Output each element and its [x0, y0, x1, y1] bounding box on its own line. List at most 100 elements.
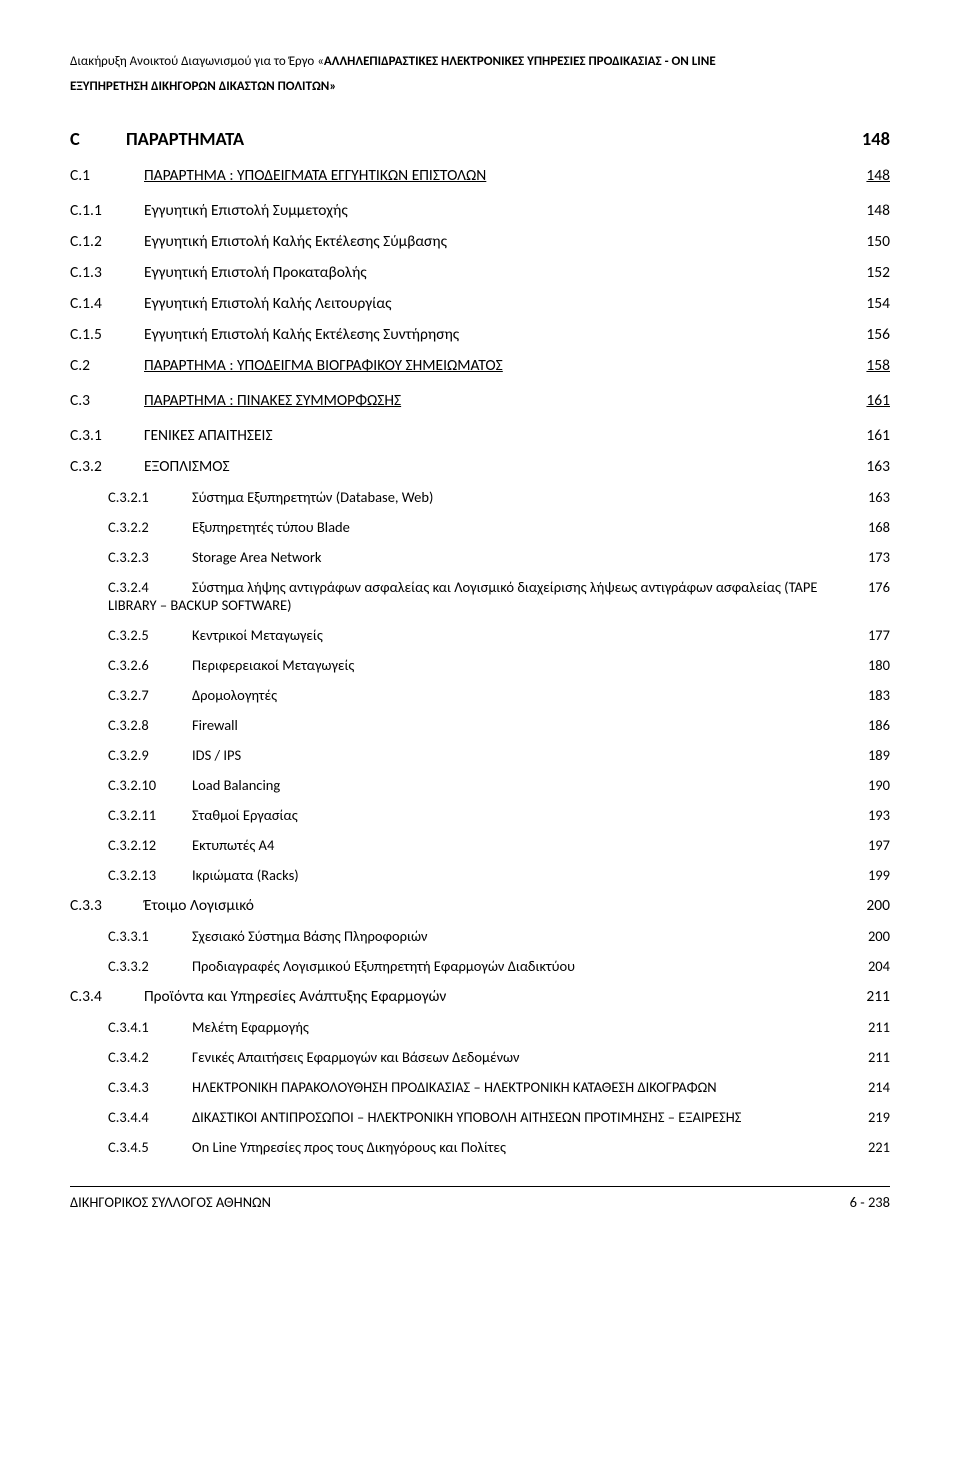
toc-entry-page: 219 [868, 1108, 890, 1126]
toc-entry-number: C.3.2.2 [108, 518, 192, 536]
toc-entry-page: 158 [866, 356, 890, 375]
toc-entry-title: Σταθμοί Εργασίας [192, 806, 298, 824]
table-of-contents: CΠΑΡΑΡΤΗΜΑΤΑ148C.1ΠΑΡΑΡΤΗΜΑ : ΥΠΟΔΕΙΓΜΑΤ… [70, 127, 890, 1156]
toc-entry-title: IDS / IPS [192, 746, 241, 764]
toc-entry-title: Load Balancing [192, 776, 280, 794]
toc-entry-page: 183 [868, 686, 890, 704]
toc-row: C.2ΠΑΡΑΡΤΗΜΑ : ΥΠΟΔΕΙΓΜΑ ΒΙΟΓΡΑΦΙΚΟΥ ΣΗΜ… [70, 356, 890, 375]
toc-entry-page: 190 [868, 776, 890, 794]
toc-entry-label: C.3.3.2Προδιαγραφές Λογισμικού Εξυπηρετη… [70, 957, 868, 975]
toc-entry-title: Δρομολογητές [192, 686, 277, 704]
toc-entry-label: C.3.4Προϊόντα και Υπηρεσίες Ανάπτυξης Εφ… [70, 987, 866, 1006]
toc-entry-number: C.3.4.4 [108, 1108, 192, 1126]
toc-row: C.3.3.1Σχεσιακό Σύστημα Βάσης Πληροφοριώ… [70, 927, 890, 945]
page-footer: ΔΙΚΗΓΟΡΙΚΟΣ ΣΥΛΛΟΓΟΣ ΑΘΗΝΩΝ 6 - 238 [70, 1186, 890, 1211]
toc-row: C.3.2.4Σύστημα λήψης αντιγράφων ασφαλεία… [70, 578, 890, 614]
toc-entry-label: C.1.5Εγγυητική Επιστολή Καλής Εκτέλεσης … [70, 325, 866, 344]
toc-entry-number: C.3.2.6 [108, 656, 192, 674]
toc-entry-page: 152 [866, 263, 890, 282]
toc-row: C.3.2.7Δρομολογητές183 [70, 686, 890, 704]
footer-right: 6 - 238 [850, 1193, 890, 1211]
toc-entry-title: Σχεσιακό Σύστημα Βάσης Πληροφοριών [192, 927, 428, 945]
toc-entry-label: C.3.2.4Σύστημα λήψης αντιγράφων ασφαλεία… [70, 578, 868, 614]
toc-entry-number: C.3.3.2 [108, 957, 192, 975]
toc-entry-page: 148 [866, 201, 890, 220]
toc-entry-number: C.1.1 [70, 201, 144, 220]
toc-entry-title: Εγγυητική Επιστολή Συμμετοχής [144, 201, 348, 220]
toc-entry-number: C.3.2.13 [108, 866, 192, 884]
toc-entry-page: 211 [868, 1048, 890, 1066]
toc-entry-label: C.3.4.5On Line Υπηρεσίες προς τους Δικηγ… [70, 1138, 868, 1156]
toc-entry-label: C.3.2.5Κεντρικοί Μεταγωγείς [70, 626, 868, 644]
toc-entry-number: C.1 [70, 166, 144, 185]
toc-row: C.1ΠΑΡΑΡΤΗΜΑ : ΥΠΟΔΕΙΓΜΑΤΑ ΕΓΓΥΗΤΙΚΩΝ ΕΠ… [70, 166, 890, 185]
toc-row: C.3.2.9IDS / IPS 189 [70, 746, 890, 764]
toc-entry-label: C.3.3.1Σχεσιακό Σύστημα Βάσης Πληροφοριώ… [70, 927, 868, 945]
toc-entry-number: C.3.2.3 [108, 548, 192, 566]
toc-entry-page: 193 [868, 806, 890, 824]
toc-entry-number: C.3.2.5 [108, 626, 192, 644]
toc-entry-page: 221 [868, 1138, 890, 1156]
toc-entry-title: Εκτυπωτές Α4 [192, 836, 274, 854]
header-line-1a: Διακήρυξη Ανοικτού Διαγωνισμού για το Έρ… [70, 54, 324, 69]
toc-entry-title: ΔΙΚΑΣΤΙΚΟΙ ΑΝΤΙΠΡΟΣΩΠΟΙ – ΗΛΕΚΤΡΟΝΙΚΗ ΥΠ… [192, 1108, 741, 1126]
toc-entry-label: C.1.3Εγγυητική Επιστολή Προκαταβολής [70, 263, 866, 282]
toc-entry-label: C.3.2.13Ικριώματα (Racks) [70, 866, 868, 884]
toc-row: C.1.3Εγγυητική Επιστολή Προκαταβολής152 [70, 263, 890, 282]
toc-entry-title: Εξυπηρετητές τύπου Blade [192, 518, 350, 536]
toc-entry-title: Έτοιμο Λογισμικό [144, 896, 254, 915]
toc-entry-title: Γενικές Απαιτήσεις Εφαρμογών και Βάσεων … [192, 1048, 520, 1066]
toc-row: C.3.4.5On Line Υπηρεσίες προς τους Δικηγ… [70, 1138, 890, 1156]
toc-entry-label: C.3.2.11Σταθμοί Εργασίας [70, 806, 868, 824]
toc-entry-label: C.1.1Εγγυητική Επιστολή Συμμετοχής [70, 201, 866, 220]
toc-entry-page: 163 [866, 457, 890, 476]
toc-entry-number: C.3.2.1 [108, 488, 192, 506]
toc-entry-label: C.3.2.7Δρομολογητές [70, 686, 868, 704]
toc-entry-title: Σύστημα Εξυπηρετητών (Database, Web) [192, 488, 433, 506]
toc-entry-title: Εγγυητική Επιστολή Καλής Εκτέλεσης Σύμβα… [144, 232, 447, 251]
toc-entry-number: C.3.2.11 [108, 806, 192, 824]
toc-entry-label: C.3.4.4ΔΙΚΑΣΤΙΚΟΙ ΑΝΤΙΠΡΟΣΩΠΟΙ – ΗΛΕΚΤΡΟ… [70, 1108, 868, 1126]
toc-entry-title: Firewall [192, 716, 238, 734]
toc-entry-title: ΠΑΡΑΡΤΗΜΑΤΑ [126, 127, 244, 150]
toc-entry-number: C.3.2 [70, 457, 144, 476]
toc-row: C.1.1Εγγυητική Επιστολή Συμμετοχής148 [70, 201, 890, 220]
toc-entry-number: C.3.2.9 [108, 746, 192, 764]
toc-row: C.1.4Εγγυητική Επιστολή Καλής Λειτουργία… [70, 294, 890, 313]
toc-entry-title: On Line Υπηρεσίες προς τους Δικηγόρους κ… [192, 1138, 506, 1156]
header-line-1: Διακήρυξη Ανοικτού Διαγωνισμού για το Έρ… [70, 50, 890, 75]
toc-entry-label: C.3.2.2Εξυπηρετητές τύπου Blade [70, 518, 868, 536]
toc-row: C.1.5Εγγυητική Επιστολή Καλής Εκτέλεσης … [70, 325, 890, 344]
toc-entry-page: 200 [868, 927, 890, 945]
toc-row: C.3.3Έτοιμο Λογισμικό200 [70, 896, 890, 915]
toc-entry-page: 189 [868, 746, 890, 764]
toc-entry-label: C.3.2.12Εκτυπωτές Α4 [70, 836, 868, 854]
toc-entry-title: ΠΑΡΑΡΤΗΜΑ : ΥΠΟΔΕΙΓΜΑ ΒΙΟΓΡΑΦΙΚΟΥ ΣΗΜΕΙΩ… [144, 356, 503, 375]
toc-entry-page: 214 [868, 1078, 890, 1096]
toc-entry-number: C [70, 127, 126, 150]
toc-row: C.3.4.3ΗΛΕΚΤΡΟΝΙΚΗ ΠΑΡΑΚΟΛΟΥΘΗΣΗ ΠΡΟΔΙΚΑ… [70, 1078, 890, 1096]
toc-entry-label: C.1.4Εγγυητική Επιστολή Καλής Λειτουργία… [70, 294, 866, 313]
toc-entry-number: C.1.3 [70, 263, 144, 282]
toc-row: C.3.2.5Κεντρικοί Μεταγωγείς177 [70, 626, 890, 644]
toc-entry-number: C.3.2.12 [108, 836, 192, 854]
toc-entry-page: 161 [866, 426, 890, 445]
toc-entry-label: C.3ΠΑΡΑΡΤΗΜΑ : ΠΙΝΑΚΕΣ ΣΥΜΜΟΡΦΩΣΗΣ [70, 391, 866, 410]
toc-entry-title: Ικριώματα (Racks) [192, 866, 299, 884]
toc-entry-number: C.3.4.1 [108, 1018, 192, 1036]
toc-entry-title: ΓΕΝΙΚΕΣ ΑΠΑΙΤΗΣΕΙΣ [144, 426, 273, 445]
toc-entry-label: C.3.4.3ΗΛΕΚΤΡΟΝΙΚΗ ΠΑΡΑΚΟΛΟΥΘΗΣΗ ΠΡΟΔΙΚΑ… [70, 1078, 868, 1096]
toc-entry-page: 200 [866, 896, 890, 915]
toc-row: C.3.2.2Εξυπηρετητές τύπου Blade168 [70, 518, 890, 536]
toc-entry-page: 211 [868, 1018, 890, 1036]
toc-row: CΠΑΡΑΡΤΗΜΑΤΑ148 [70, 127, 890, 150]
toc-row: C.1.2Εγγυητική Επιστολή Καλής Εκτέλεσης … [70, 232, 890, 251]
toc-entry-page: 199 [868, 866, 890, 884]
toc-row: C.3.4.4ΔΙΚΑΣΤΙΚΟΙ ΑΝΤΙΠΡΟΣΩΠΟΙ – ΗΛΕΚΤΡΟ… [70, 1108, 890, 1126]
toc-entry-number: C.3.4.5 [108, 1138, 192, 1156]
toc-entry-label: C.3.4.2Γενικές Απαιτήσεις Εφαρμογών και … [70, 1048, 868, 1066]
toc-row: C.3.2.1Σύστημα Εξυπηρετητών (Database, W… [70, 488, 890, 506]
toc-entry-label: C.3.2.3Storage Area Network [70, 548, 868, 566]
toc-entry-label: C.3.1ΓΕΝΙΚΕΣ ΑΠΑΙΤΗΣΕΙΣ [70, 426, 866, 445]
toc-row: C.3.4Προϊόντα και Υπηρεσίες Ανάπτυξης Εφ… [70, 987, 890, 1006]
